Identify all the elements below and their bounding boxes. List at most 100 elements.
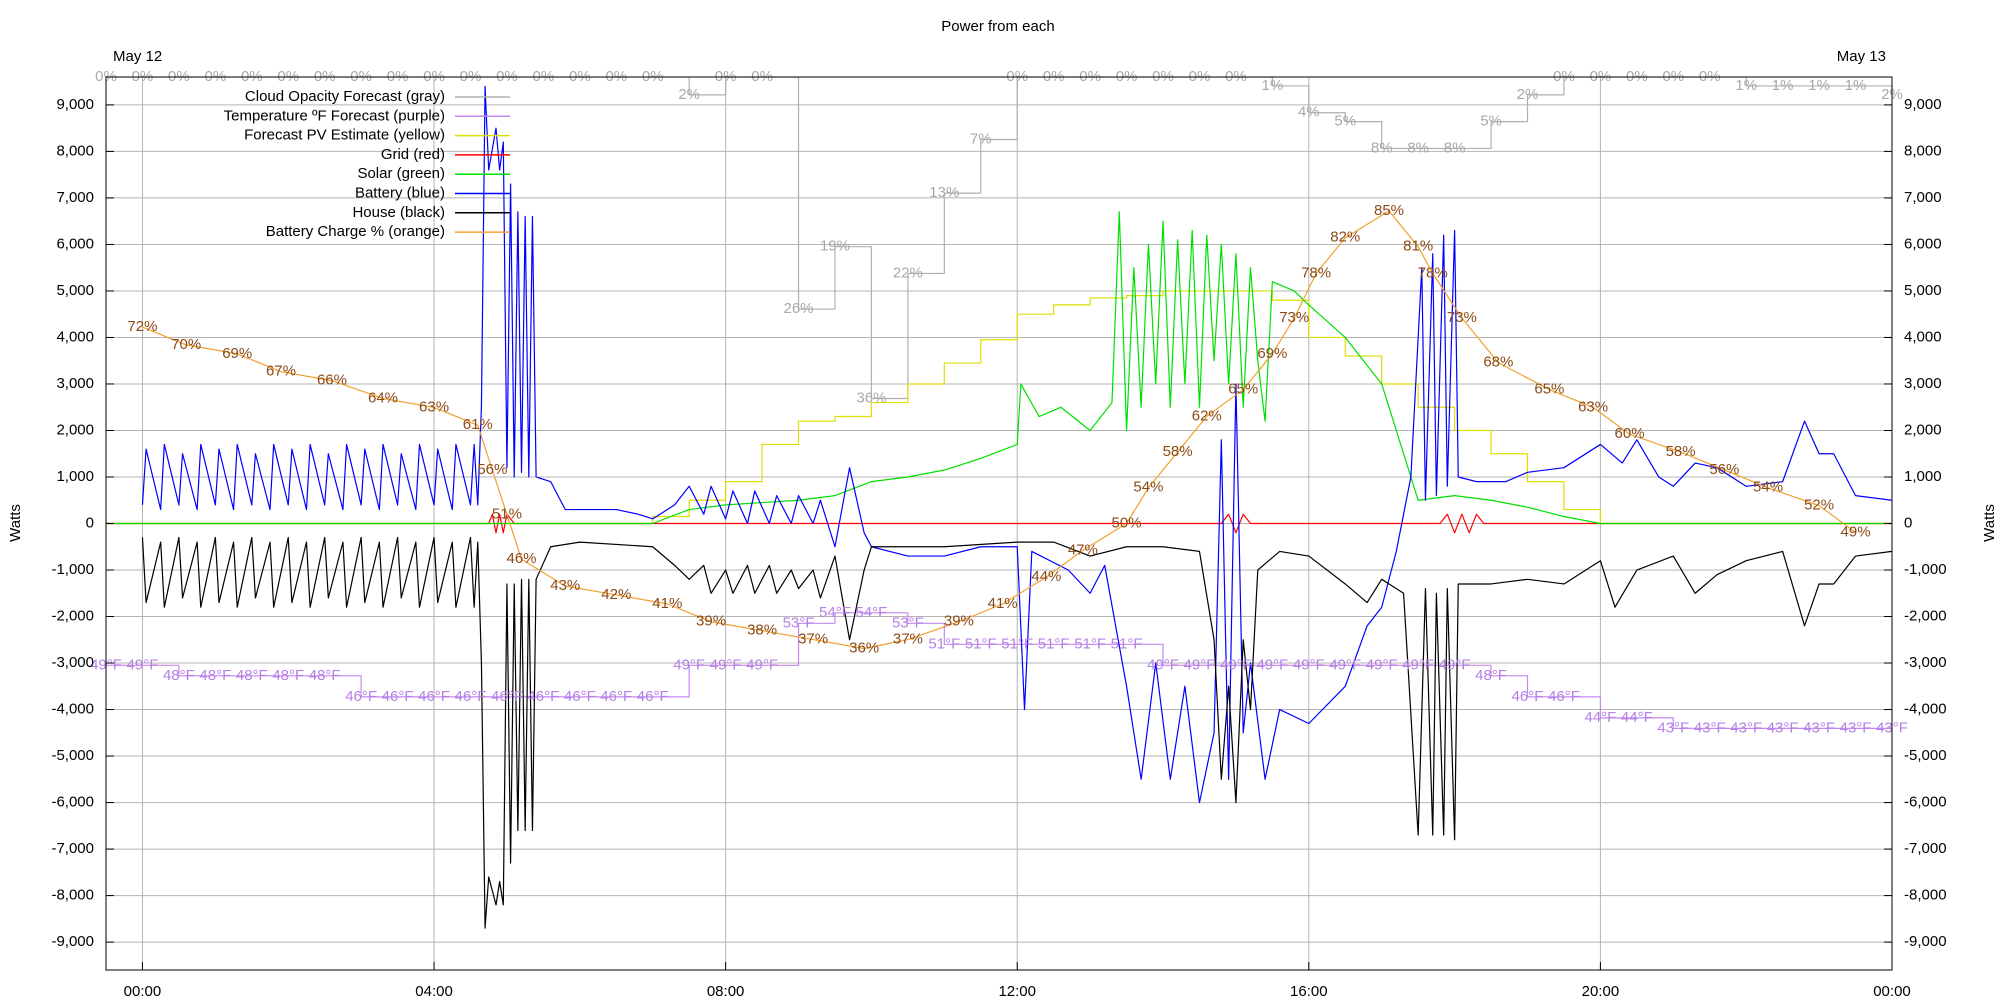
value-label: 0%: [1006, 68, 1028, 85]
value-label: 0%: [1225, 68, 1247, 85]
value-label: 69%: [222, 345, 252, 362]
y-tick-label: 0: [86, 514, 94, 531]
date-right: May 13: [1837, 48, 1886, 65]
value-label: 49°F: [1220, 656, 1252, 673]
value-label: 0%: [751, 68, 773, 85]
value-label: 0%: [423, 68, 445, 85]
value-label: 0%: [1662, 68, 1684, 85]
x-tick-label: 04:00: [415, 983, 453, 1000]
value-label: 46%: [507, 550, 537, 567]
value-label: 1%: [1772, 77, 1794, 94]
value-label: 8%: [1407, 139, 1429, 156]
value-label: 1%: [1808, 77, 1830, 94]
y-tick-label: -6,000: [51, 794, 94, 811]
y-tick-label: 2,000: [56, 421, 94, 438]
legend-label: Forecast PV Estimate (yellow): [244, 127, 445, 144]
series-line: [141, 536, 1892, 929]
value-label: 48°F: [309, 667, 341, 684]
value-label: 64%: [368, 389, 398, 406]
value-label: 46°F: [564, 688, 596, 705]
value-label: 0%: [1116, 68, 1138, 85]
value-label: 81%: [1403, 238, 1433, 255]
value-label: 0%: [1079, 68, 1101, 85]
value-label: 78%: [1418, 264, 1448, 281]
value-label: 51°F: [1074, 635, 1106, 652]
value-label: 66%: [317, 372, 347, 389]
value-label: 48°F: [236, 667, 268, 684]
value-label: 62%: [1192, 407, 1222, 424]
value-label: 51°F: [1111, 635, 1143, 652]
value-label: 42%: [601, 586, 631, 603]
y-tick-label: 4,000: [56, 328, 94, 345]
value-label: 49°F: [1147, 656, 1179, 673]
legend-label: Battery (blue): [355, 184, 445, 201]
value-label: 5%: [1334, 113, 1356, 130]
legend-label: House (black): [352, 204, 445, 221]
value-label: 46°F: [455, 688, 487, 705]
axes: -9,000 -9,000 -8,000 -8,000 -7,000 -7,000 -6,0…: [51, 96, 1946, 1000]
series-line: [106, 77, 1892, 400]
value-label: 51°F: [1001, 635, 1033, 652]
value-label: 49°F: [1402, 656, 1434, 673]
value-label: 68%: [1483, 354, 1513, 371]
y2-tick-label: -3,000: [1904, 654, 1947, 671]
value-label: 5%: [1480, 113, 1502, 130]
value-label: 0%: [569, 68, 591, 85]
value-label: 53°F: [783, 614, 815, 631]
value-label: 48°F: [199, 667, 231, 684]
value-label: 58%: [1163, 443, 1193, 460]
y2-axis-label: Watts: [1981, 504, 1998, 542]
y2-tick-label: 6,000: [1904, 235, 1942, 252]
value-label: 0%: [1553, 68, 1575, 85]
value-label: 39%: [944, 613, 974, 630]
x-tick-label: 20:00: [1582, 983, 1620, 1000]
y2-tick-label: 0: [1904, 514, 1912, 531]
y2-tick-label: 4,000: [1904, 328, 1942, 345]
y-axis-label: Watts: [7, 504, 24, 542]
value-label: 1%: [1262, 77, 1284, 94]
value-label: 26%: [784, 300, 814, 317]
value-label: 1%: [1735, 77, 1757, 94]
value-label: 7%: [970, 130, 992, 147]
legend-label: Temperature ºF Forecast (purple): [224, 107, 445, 124]
value-label: 85%: [1374, 202, 1404, 219]
value-label: 46°F: [600, 688, 632, 705]
value-label: 22%: [893, 264, 923, 281]
value-label: 44%: [1031, 568, 1061, 585]
value-label: 60%: [1615, 425, 1645, 442]
series-line: [106, 290, 1892, 525]
value-label: 56%: [477, 461, 507, 478]
value-label: 0%: [241, 68, 263, 85]
value-label: 8%: [1371, 139, 1393, 156]
series-line: [142, 210, 1856, 650]
value-label: 63%: [1578, 398, 1608, 415]
y-tick-label: -8,000: [51, 887, 94, 904]
value-label: 47%: [1068, 541, 1098, 558]
legend-label: Cloud Opacity Forecast (gray): [245, 88, 445, 105]
value-label: 48°F: [163, 667, 195, 684]
y2-tick-label: 1,000: [1904, 468, 1942, 485]
value-label: 49°F: [710, 656, 742, 673]
value-label: 46°F: [345, 688, 377, 705]
value-label: 49%: [1841, 523, 1871, 540]
value-label: 52%: [1804, 497, 1834, 514]
value-label: 13%: [929, 184, 959, 201]
value-label: 0%: [277, 68, 299, 85]
value-label: 63%: [419, 398, 449, 415]
value-label: 49°F: [1184, 656, 1216, 673]
y2-tick-label: -1,000: [1904, 561, 1947, 578]
value-label: 46°F: [1548, 688, 1580, 705]
value-label: 0%: [350, 68, 372, 85]
value-label: 78%: [1301, 264, 1331, 281]
x-tick-label: 00:00: [124, 983, 162, 1000]
y2-tick-label: 7,000: [1904, 189, 1942, 206]
value-label: 0%: [387, 68, 409, 85]
y-tick-label: -4,000: [51, 701, 94, 718]
x-tick-label: 12:00: [998, 983, 1036, 1000]
y-tick-label: -3,000: [51, 654, 94, 671]
value-label: 46°F: [637, 688, 669, 705]
value-label: 36%: [849, 639, 879, 656]
y-tick-label: 3,000: [56, 375, 94, 392]
value-label: 70%: [171, 336, 201, 353]
